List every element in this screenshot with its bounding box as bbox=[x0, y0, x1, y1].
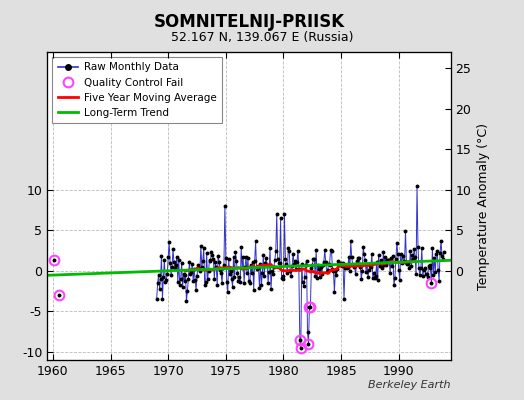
Text: 52.167 N, 139.067 E (Russia): 52.167 N, 139.067 E (Russia) bbox=[171, 32, 353, 44]
Text: Berkeley Earth: Berkeley Earth bbox=[368, 380, 451, 390]
Title: SOMNITELNIJ-PRIISK: SOMNITELNIJ-PRIISK bbox=[154, 13, 344, 31]
Legend: Raw Monthly Data, Quality Control Fail, Five Year Moving Average, Long-Term Tren: Raw Monthly Data, Quality Control Fail, … bbox=[52, 57, 222, 123]
Y-axis label: Temperature Anomaly (°C): Temperature Anomaly (°C) bbox=[477, 122, 490, 290]
